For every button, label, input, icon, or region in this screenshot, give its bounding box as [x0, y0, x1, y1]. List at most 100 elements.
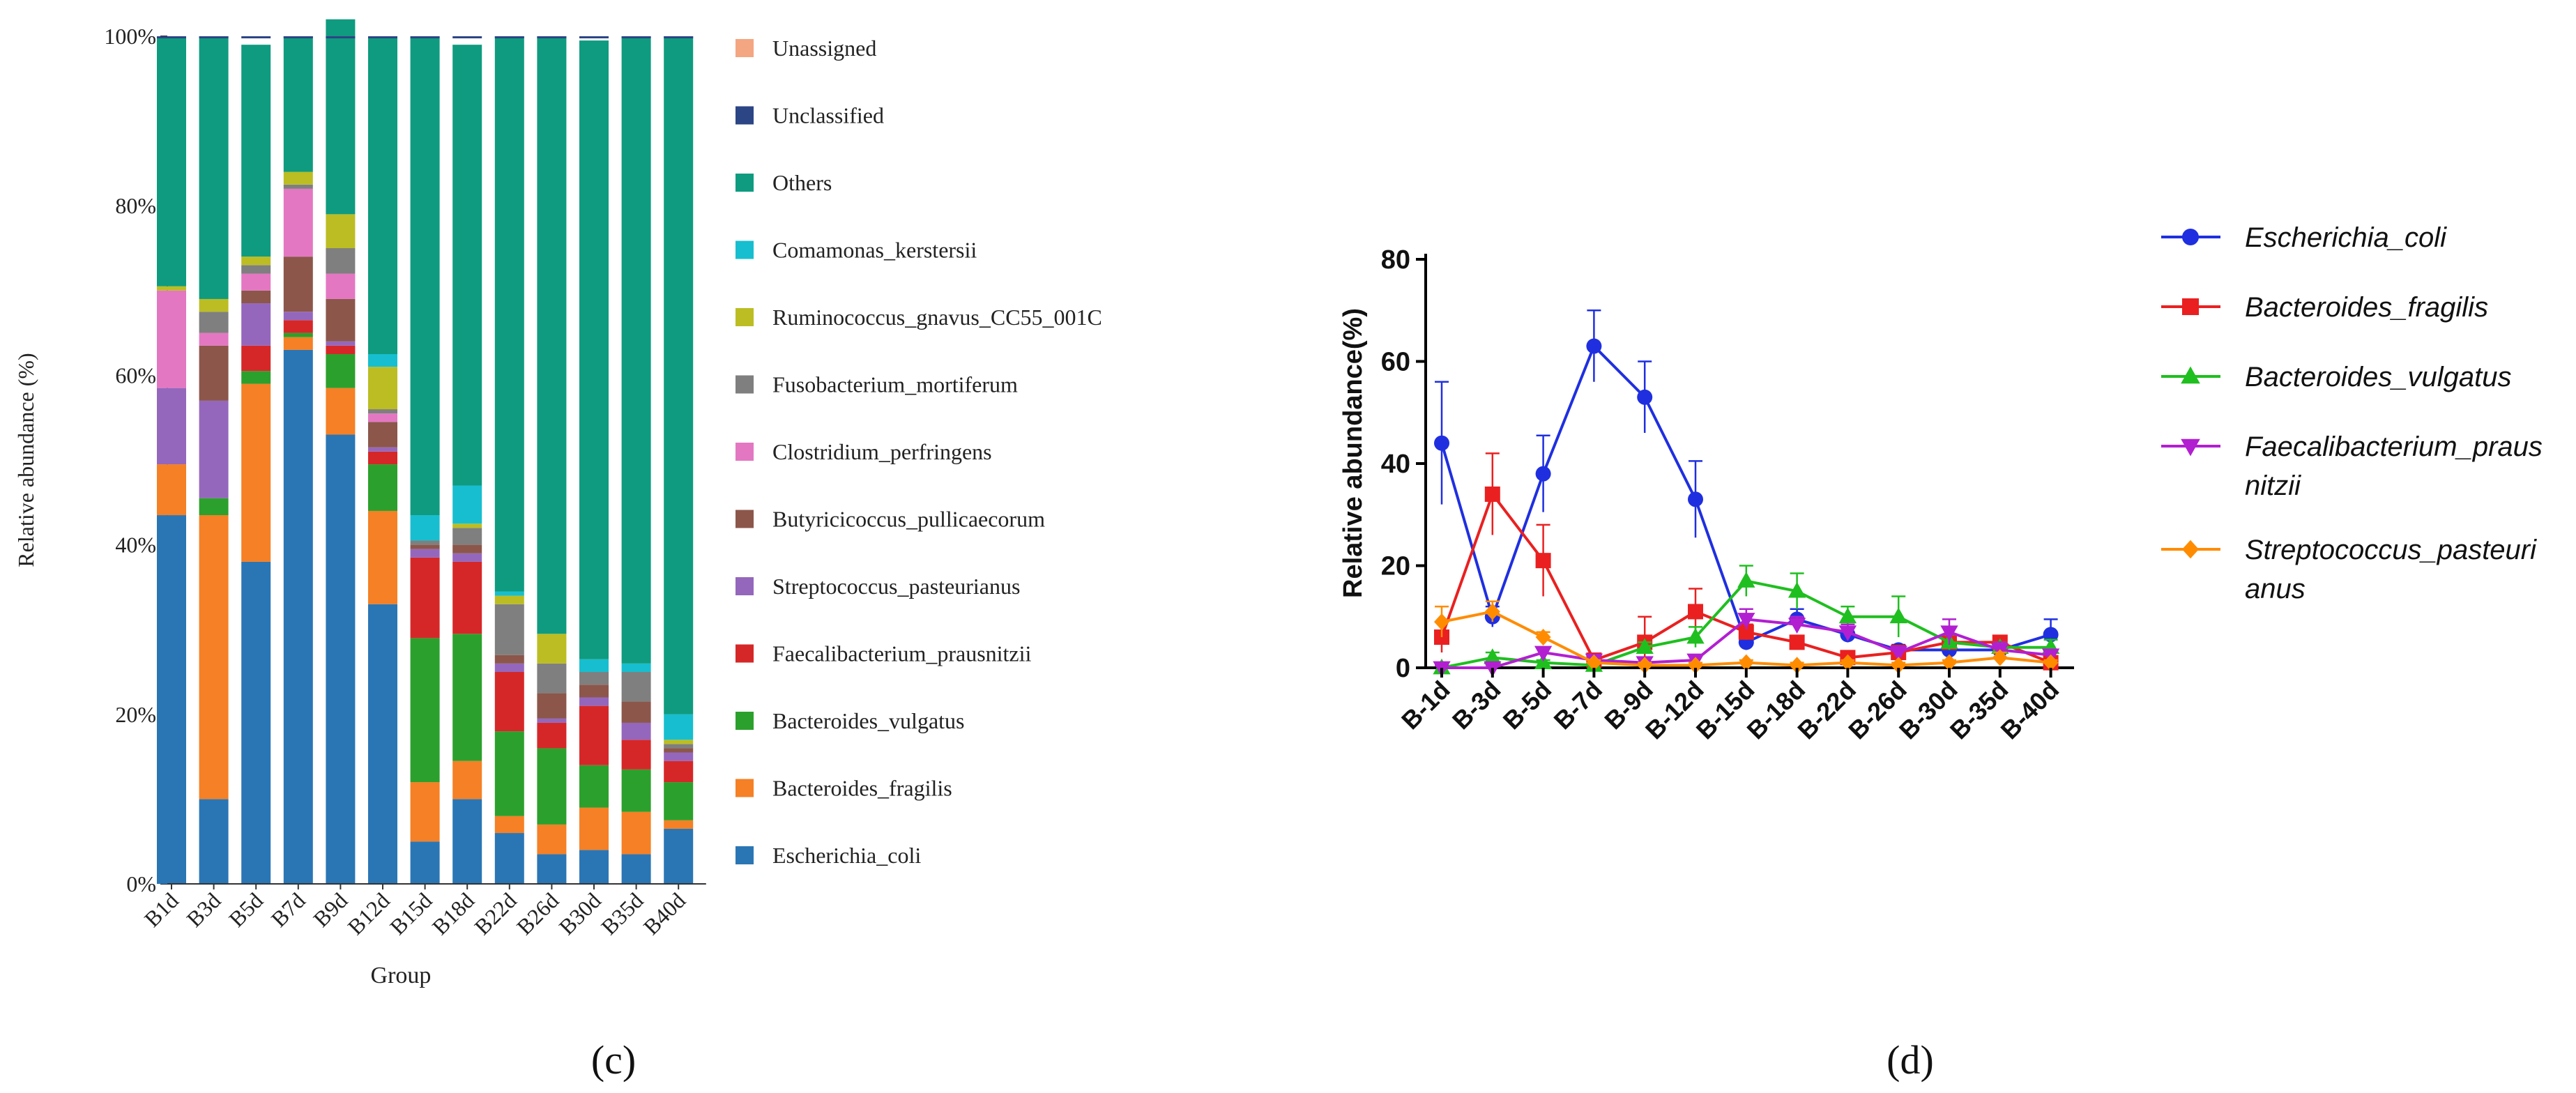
bar-bacteroides-fragilis	[326, 388, 356, 435]
legend-swatch-escherichia-coli	[736, 846, 754, 864]
bar-comamonas-kerstersii	[368, 354, 397, 367]
bar-faecalibacterium-prausnitzii	[621, 740, 651, 770]
x-tick-label: B-35d	[1944, 675, 2014, 745]
bar-faecalibacterium-prausnitzii	[283, 320, 313, 333]
bar-ruminococcus-gnavus-cc55-001c	[664, 740, 694, 744]
bar-bacteroides-fragilis	[537, 824, 567, 855]
bar-escherichia-coli	[241, 561, 271, 884]
legend-swatch-fusobacterium-mortiferum	[736, 375, 754, 394]
bar-bacteroides-vulgatus	[410, 638, 440, 783]
bar-clostridium-perfringens	[199, 333, 229, 346]
bar-unclassified	[199, 36, 229, 38]
bar-butyricicoccus-pullicaecorum	[621, 701, 651, 723]
series-streptococcus-pasteurianus	[1434, 600, 2059, 674]
bar-streptococcus-pasteurianus	[157, 388, 186, 465]
data-point	[1686, 627, 1705, 644]
bar-others	[452, 45, 482, 486]
bar-clostridium-perfringens	[241, 273, 271, 291]
x-tick-label: B26d	[512, 887, 563, 939]
bar-butyricicoccus-pullicaecorum	[326, 298, 356, 342]
bar-faecalibacterium-prausnitzii	[326, 345, 356, 354]
x-tick-label: B-12d	[1640, 675, 1709, 745]
bar-clostridium-perfringens	[283, 188, 313, 257]
bar-bacteroides-vulgatus	[326, 354, 356, 388]
bar-others	[199, 36, 229, 299]
legend-label: Butyricicoccus_pullicaecorum	[772, 507, 1045, 532]
bar-others	[368, 36, 397, 354]
legend-swatch-bacteroides-fragilis	[736, 779, 754, 797]
bar-fusobacterium-mortiferum	[452, 528, 482, 545]
bar-escherichia-coli	[199, 799, 229, 884]
bar-bacteroides-vulgatus	[537, 748, 567, 825]
bar-streptococcus-pasteurianus	[621, 722, 651, 740]
x-tick-label: B-3d	[1447, 675, 1507, 735]
data-point	[1789, 634, 1805, 650]
bar-bacteroides-vulgatus	[452, 634, 482, 761]
y-tick-label: 60%	[115, 362, 156, 388]
data-point	[1535, 466, 1551, 482]
legend-swatch-unassigned	[736, 39, 754, 57]
bar-escherichia-coli	[368, 604, 397, 884]
legend-marker-bacteroides-fragilis	[2182, 298, 2199, 315]
bar-faecalibacterium-prausnitzii	[664, 760, 694, 783]
bar-fusobacterium-mortiferum	[537, 663, 567, 694]
x-tick-label: B-40d	[1995, 675, 2065, 745]
bar-butyricicoccus-pullicaecorum	[537, 693, 567, 719]
x-tick-label: B30d	[554, 887, 605, 939]
bar-bacteroides-vulgatus	[199, 498, 229, 516]
data-point	[1434, 613, 1449, 631]
y-axis: 0% 20% 40% 60% 80% 100%	[104, 24, 168, 896]
bar-bacteroides-vulgatus	[241, 371, 271, 384]
data-point	[1636, 638, 1654, 655]
bar-clostridium-perfringens	[326, 273, 356, 299]
bar-streptococcus-pasteurianus	[452, 553, 482, 562]
bar-escherichia-coli	[537, 854, 567, 884]
bar-bacteroides-fragilis	[368, 510, 397, 604]
bar-unclassified	[537, 36, 567, 38]
data-point	[1838, 625, 1857, 641]
series-escherichia-coli	[1434, 309, 2059, 658]
data-point	[2043, 627, 2059, 643]
bar-butyricicoccus-pullicaecorum	[283, 257, 313, 312]
legend-label: Bacteroides_fragilis	[772, 776, 952, 801]
data-point	[1737, 613, 1755, 629]
y-tick-label: 100%	[104, 24, 156, 49]
legend-label: Bacteroides_vulgatus	[772, 708, 964, 733]
x-tick-label: B3d	[181, 887, 225, 931]
bar-unclassified	[283, 36, 313, 38]
y-tick-label: 0	[1396, 654, 1410, 683]
data-point	[1891, 657, 1907, 674]
x-tick-label: B-18d	[1742, 675, 1811, 745]
bar-streptococcus-pasteurianus	[241, 303, 271, 346]
bar-clostridium-perfringens	[157, 290, 186, 388]
legend-label: anus	[2245, 574, 2306, 604]
legend-swatch-butyricicoccus-pullicaecorum	[736, 510, 754, 528]
data-point	[1840, 654, 1856, 671]
legend-label: Clostridium_perfringens	[772, 439, 992, 464]
data-point	[1942, 654, 1957, 671]
bar-ruminococcus-gnavus-cc55-001c	[494, 595, 524, 604]
legend-label: nitzii	[2245, 471, 2301, 501]
data-point	[1586, 654, 1602, 671]
x-tick-label: B-15d	[1691, 675, 1760, 745]
legend-swatch-comamonas-kerstersii	[736, 240, 754, 259]
bar-butyricicoccus-pullicaecorum	[452, 544, 482, 553]
legend-marker-bacteroides-vulgatus	[2181, 366, 2200, 384]
bar-bacteroides-vulgatus	[368, 464, 397, 511]
panel-label-c: (c)	[591, 1037, 636, 1083]
x-tick-label: B-5d	[1497, 675, 1557, 735]
data-point	[1688, 657, 1703, 674]
bar-escherichia-coli	[664, 828, 694, 884]
data-point	[1688, 491, 1703, 507]
bar-comamonas-kerstersii	[664, 714, 694, 740]
bar-escherichia-coli	[410, 841, 440, 884]
data-point	[1484, 603, 1500, 620]
legend-label: Others	[772, 170, 832, 195]
x-tick-label: B35d	[596, 887, 648, 939]
bar-others	[241, 45, 271, 257]
legend-swatch-clostridium-perfringens	[736, 443, 754, 461]
legend-label: Fusobacterium_mortiferum	[772, 372, 1018, 397]
legend-label: Comamonas_kerstersii	[772, 238, 977, 263]
x-tick-label: B15d	[385, 887, 436, 939]
bar-escherichia-coli	[621, 854, 651, 884]
